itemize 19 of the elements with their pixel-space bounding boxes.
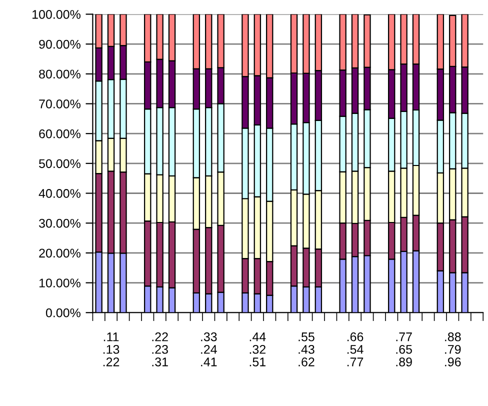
y-tick-label: 60.00% xyxy=(39,129,80,138)
x-tick-label: .33 .24 .41 xyxy=(201,332,217,366)
y-tick-label: 10.00% xyxy=(39,278,80,288)
y-tick-label: 30.00% xyxy=(39,218,80,228)
x-tick-label: .55 .43 .62 xyxy=(298,332,314,366)
x-tick-label: .22 .23 .31 xyxy=(152,332,168,366)
x-tick-label: .88 .79 .96 xyxy=(445,332,461,366)
y-tick-label: 50.00% xyxy=(39,159,80,168)
y-tick-label: 0.00% xyxy=(46,308,80,318)
y-tick-label: 80.00% xyxy=(39,70,80,79)
x-tick-label: .66 .54 .77 xyxy=(347,332,364,366)
y-tick-label: 40.00% xyxy=(38,189,80,198)
x-tick-label: .44 .32 .51 xyxy=(250,332,266,366)
x-tick-label: .11 .13 .22 xyxy=(103,332,120,366)
y-tick-label: 90.00% xyxy=(39,40,80,49)
y-tick-label: 20.00% xyxy=(39,248,80,258)
x-tick-label: .77 .65 .89 xyxy=(396,332,412,366)
y-tick-label: 70.00% xyxy=(39,100,80,108)
y-tick-label: 100.00% xyxy=(32,10,80,19)
